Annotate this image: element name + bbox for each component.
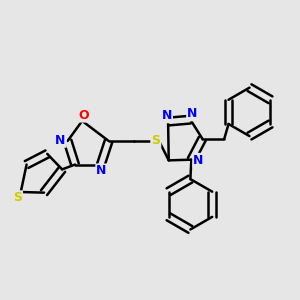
- Text: N: N: [193, 154, 204, 167]
- Text: N: N: [96, 164, 107, 178]
- Text: O: O: [79, 109, 89, 122]
- Text: N: N: [187, 107, 197, 120]
- Text: N: N: [162, 109, 172, 122]
- Text: S: S: [151, 134, 160, 148]
- Text: S: S: [13, 191, 22, 204]
- Text: N: N: [55, 134, 66, 147]
